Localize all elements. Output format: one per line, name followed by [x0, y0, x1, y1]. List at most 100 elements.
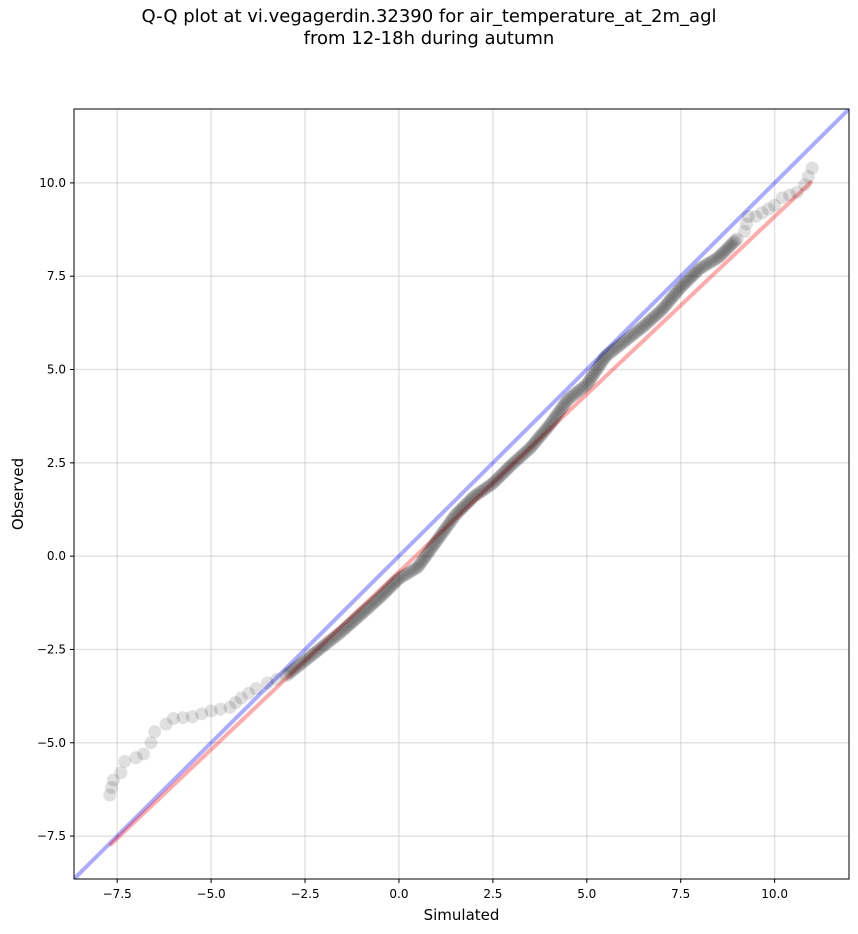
qq-point: [489, 473, 503, 487]
y-tick-label: −5.0: [37, 736, 66, 750]
qq-point: [417, 551, 431, 565]
qq-point: [685, 270, 699, 284]
qq-point: [565, 389, 579, 403]
qq-point: [518, 445, 532, 459]
qq-point: [738, 224, 752, 238]
qq-point: [469, 488, 483, 502]
qq-point: [641, 315, 655, 329]
qq-point: [602, 346, 616, 360]
qq-point: [103, 788, 117, 802]
qq-point: [548, 411, 562, 425]
qq-point: [727, 235, 741, 249]
x-tick-label: 10.0: [761, 887, 788, 901]
qq-point: [739, 217, 753, 231]
qq-point: [661, 296, 675, 310]
qq-point: [223, 700, 237, 714]
qq-point: [443, 516, 457, 530]
qq-point: [419, 549, 433, 563]
qq-point: [431, 532, 445, 546]
qq-point: [430, 534, 444, 548]
qq-point: [442, 517, 456, 531]
qq-point: [105, 781, 119, 795]
qq-point: [590, 363, 604, 377]
qq-point: [473, 486, 487, 500]
qq-point: [354, 607, 368, 621]
qq-point: [592, 359, 606, 373]
qq-point: [409, 562, 423, 576]
qq-point: [304, 649, 318, 663]
qq-point: [683, 271, 697, 285]
qq-point: [386, 578, 400, 592]
x-tick-label: −5.0: [197, 887, 226, 901]
qq-point: [741, 209, 755, 223]
qq-point: [610, 341, 624, 355]
qq-point: [535, 427, 549, 441]
qq-point: [604, 345, 618, 359]
qq-point: [503, 459, 517, 473]
qq-point: [313, 642, 327, 656]
qq-point: [576, 380, 590, 394]
qq-point: [716, 246, 730, 260]
qq-point: [662, 294, 676, 308]
qq-point: [317, 639, 331, 653]
qq-point: [413, 557, 427, 571]
qq-point: [689, 265, 703, 279]
qq-point: [466, 491, 480, 505]
qq-point: [630, 324, 644, 338]
qq-point: [542, 419, 556, 433]
qq-point: [309, 645, 323, 659]
qq-point: [645, 312, 659, 326]
qq-point: [539, 422, 553, 436]
qq-point: [775, 191, 789, 205]
qq-point: [494, 469, 508, 483]
qq-point: [691, 263, 705, 277]
identity-line: [74, 109, 849, 879]
qq-point: [326, 631, 340, 645]
qq-point: [306, 648, 320, 662]
qq-point: [332, 627, 346, 641]
qq-point: [287, 663, 301, 677]
qq-point: [497, 465, 511, 479]
qq-point: [475, 484, 489, 498]
qq-point: [438, 523, 452, 537]
qq-point: [650, 307, 664, 321]
qq-point: [783, 188, 797, 202]
qq-point: [353, 609, 367, 623]
qq-point: [695, 261, 709, 275]
qq-point: [378, 586, 392, 600]
qq-point: [428, 536, 442, 550]
qq-point: [420, 547, 434, 561]
qq-point: [384, 579, 398, 593]
qq-point: [707, 253, 721, 267]
qq-point: [703, 256, 717, 270]
qq-point: [665, 291, 679, 305]
qq-point: [545, 415, 559, 429]
qq-point: [292, 658, 306, 672]
qq-point: [623, 330, 637, 344]
qq-point: [701, 257, 715, 271]
chart-subtitle: from 12-18h during autumn: [303, 28, 555, 49]
qq-point: [486, 476, 500, 490]
qq-point: [446, 512, 460, 526]
qq-point: [484, 478, 498, 492]
qq-point: [508, 455, 522, 469]
qq-point: [129, 751, 143, 765]
qq-point: [480, 480, 494, 494]
qq-point: [398, 568, 412, 582]
qq-point: [167, 712, 181, 726]
qq-point: [678, 276, 692, 290]
qq-point: [589, 364, 603, 378]
qq-point: [638, 318, 652, 332]
qq-point: [376, 587, 390, 601]
qq-point: [625, 329, 639, 343]
qq-point: [585, 370, 599, 384]
qq-point: [546, 413, 560, 427]
qq-point: [721, 241, 735, 255]
qq-point: [522, 442, 536, 456]
qq-point: [569, 386, 583, 400]
qq-point: [204, 704, 218, 718]
qq-point: [476, 483, 490, 497]
qq-point: [544, 417, 558, 431]
qq-point: [666, 289, 680, 303]
qq-point: [595, 355, 609, 369]
